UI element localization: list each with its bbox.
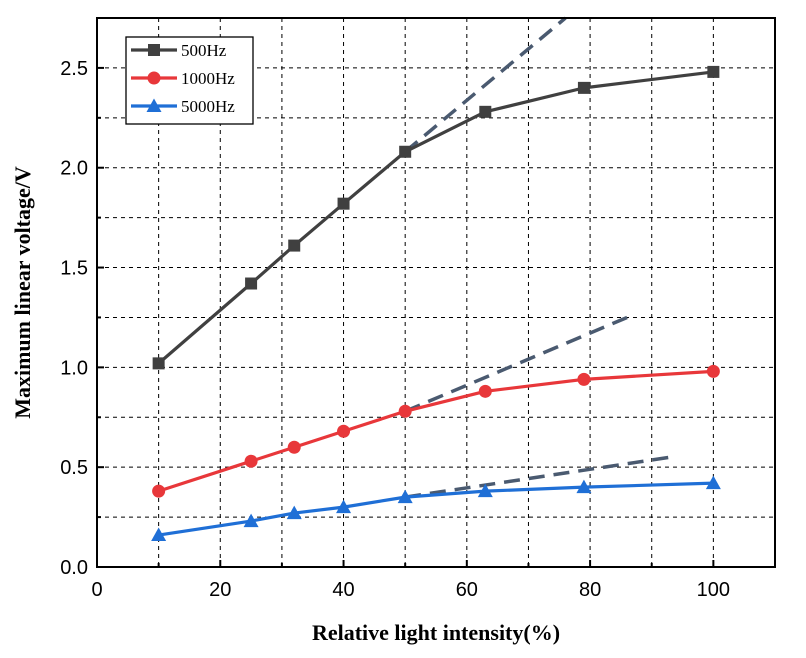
x-tick-label: 20 [209, 579, 231, 601]
data-point-500hz [479, 105, 492, 118]
legend: 500Hz 1000Hz 5000Hz [125, 36, 254, 125]
extrapolation-line [404, 315, 628, 413]
data-point-5000hz [397, 489, 413, 504]
data-series [151, 65, 721, 542]
extrapolation-line [404, 16, 567, 154]
data-point-1000hz [152, 484, 166, 498]
data-point-5000hz [705, 475, 721, 490]
y-tick-label: 1.5 [60, 258, 88, 280]
y-tick-label: 0.5 [60, 457, 88, 479]
x-tick-label: 40 [332, 579, 354, 601]
series-line-1000hz [158, 369, 714, 493]
x-tick-label: 80 [579, 579, 601, 601]
data-point-500hz [577, 81, 590, 94]
legend-label-500hz: 500Hz [181, 41, 227, 60]
data-point-1000hz [478, 384, 492, 398]
data-point-500hz [152, 357, 165, 370]
data-point-5000hz [477, 483, 493, 498]
data-point-500hz [245, 277, 258, 290]
data-point-500hz [337, 197, 350, 210]
x-tick-label: 60 [456, 579, 478, 601]
data-point-5000hz [576, 479, 592, 494]
data-point-500hz [707, 65, 720, 78]
data-point-5000hz [151, 527, 167, 542]
series-line-5000hz [158, 481, 714, 537]
plot-frame [96, 17, 776, 568]
x-tick-label: 0 [91, 579, 102, 601]
extrapolation-line [404, 455, 671, 499]
tick-labels: 0 20 40 60 80 100 0.0 0.5 1.0 1.5 2.0 2.5 [60, 58, 730, 601]
y-tick-label: 0.0 [60, 557, 88, 579]
legend-marker-500hz [148, 44, 160, 56]
legend-marker-5000hz [146, 98, 162, 112]
data-point-1000hz [244, 454, 258, 468]
data-point-500hz [399, 145, 412, 158]
x-axis-title: Relative light intensity(%) [312, 620, 560, 645]
data-point-5000hz [336, 499, 352, 514]
legend-label-5000hz: 5000Hz [181, 97, 235, 116]
data-point-5000hz [286, 505, 302, 520]
data-point-1000hz [577, 372, 591, 386]
extrapolation-lines [404, 16, 671, 499]
legend-marker-1000hz [147, 71, 161, 85]
series-line-500hz [157, 70, 714, 365]
y-tick-label: 2.0 [60, 158, 88, 180]
axis-ticks [96, 17, 776, 568]
data-point-1000hz [337, 424, 351, 438]
y-tick-label: 2.5 [60, 58, 88, 80]
y-tick-label: 1.0 [60, 357, 88, 379]
x-tick-label: 100 [697, 579, 730, 601]
data-point-1000hz [398, 404, 412, 418]
data-point-1000hz [706, 364, 720, 378]
data-point-1000hz [287, 440, 301, 454]
legend-label-1000hz: 1000Hz [181, 69, 235, 88]
data-point-5000hz [243, 513, 259, 528]
y-axis-title: Maximum linear voltage/V [10, 166, 35, 419]
data-point-500hz [288, 239, 301, 252]
